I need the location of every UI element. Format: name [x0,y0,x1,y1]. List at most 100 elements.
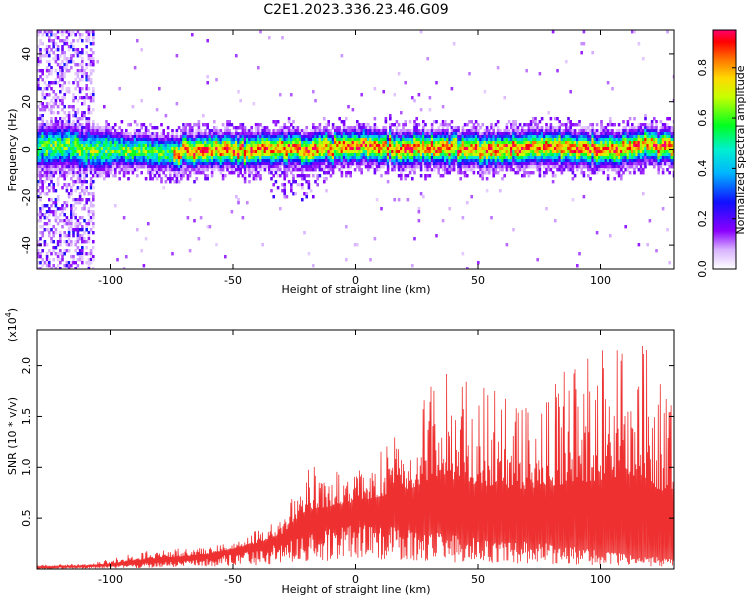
heatmap-cell [439,153,443,157]
heatmap-cell [39,177,42,181]
heatmap-cell [98,138,102,142]
heatmap-cell [160,150,163,154]
heatmap-cell [554,135,557,139]
heatmap-cell [466,201,469,205]
heatmap-cell [287,165,291,169]
heatmap-cell [89,192,93,196]
heatmap-cell [63,168,66,172]
heatmap-cell [193,180,196,184]
heatmap-cell [290,132,293,136]
heatmap-cell [43,162,47,166]
heatmap-cell [353,126,357,130]
heatmap-cell [65,189,69,193]
heatmap-cell [235,150,238,154]
heatmap-cell [483,168,487,172]
heatmap-cell [221,141,225,145]
heatmap-cell [305,138,308,142]
heatmap-cell [567,120,570,124]
heatmap-cell [153,153,157,157]
heatmap-cell [587,147,590,151]
heatmap-cell [268,138,271,142]
heatmap-cell [230,171,234,175]
heatmap-cell [175,150,179,154]
heatmap-cell [312,90,315,94]
heatmap-cell [419,153,423,157]
heatmap-cell [283,186,286,190]
heatmap-cell [173,174,176,178]
heatmap-cell [45,168,49,172]
heatmap-cell [384,138,388,142]
heatmap-cell [540,147,544,151]
heatmap-cell [41,213,44,217]
heatmap-cell [153,141,157,145]
heatmap-cell [59,39,62,43]
heatmap-cell [54,219,58,223]
heatmap-cell [338,162,341,166]
heatmap-cell [67,60,71,64]
heatmap-cell [208,132,212,136]
heatmap-cell [83,171,86,175]
heatmap-cell [507,147,511,151]
heatmap-cell [490,126,493,130]
heatmap-cell [147,162,150,166]
heatmap-cell [120,138,124,142]
heatmap-cell [230,135,234,139]
heatmap-cell [351,129,355,133]
heatmap-cell [195,144,198,148]
heatmap-cell [87,111,91,115]
heatmap-cell [492,168,495,172]
heatmap-cell [292,165,295,169]
heatmap-cell [477,153,480,157]
heatmap-cell [219,168,223,172]
heatmap-cell [195,162,198,166]
heatmap-cell [59,126,62,130]
heatmap-cell [393,135,396,139]
heatmap-cell [545,144,548,148]
heatmap-cell [318,123,322,127]
heatmap-cell [351,138,355,142]
heatmap-cell [140,126,143,130]
heatmap-cell [428,174,432,178]
heatmap-cell [527,141,531,145]
heatmap-cell [406,165,410,169]
heatmap-cell [428,144,432,148]
heatmap-cell [584,165,588,169]
heatmap-cell [380,141,383,145]
heatmap-cell [45,141,49,145]
heatmap-cell [494,153,498,157]
heatmap-cell [45,159,49,163]
heatmap-cell [318,141,322,145]
heatmap-cell [523,165,526,169]
heatmap-cell [490,138,493,142]
heatmap-cell [459,177,462,181]
heatmap-cell [56,165,60,169]
heatmap-cell [298,159,302,163]
heatmap-cell [367,138,370,142]
heatmap-cell [329,150,333,154]
heatmap-cell [144,138,148,142]
heatmap-cell [441,129,445,133]
heatmap-cell [580,147,583,151]
heatmap-cell [147,141,150,145]
heatmap-cell [65,150,69,154]
heatmap-cell [50,81,53,85]
heatmap-cell [545,138,548,142]
heatmap-cell [490,147,493,151]
heatmap-cell [140,171,143,175]
heatmap-cell [292,180,295,184]
heatmap-cell [41,105,44,109]
heatmap-cell [254,168,258,172]
heatmap-cell [516,144,520,148]
heatmap-cell [136,159,139,163]
heatmap-cell [45,54,49,58]
heatmap-cell [246,162,249,166]
heatmap-cell [89,171,93,175]
heatmap-cell [362,150,366,154]
heatmap-cell [107,126,110,130]
heatmap-cell [360,141,363,145]
heatmap-cell [468,120,471,124]
heatmap-cell [360,159,363,163]
heatmap-cell [63,111,66,115]
heatmap-cell [307,150,311,154]
heatmap-cell [455,129,458,133]
